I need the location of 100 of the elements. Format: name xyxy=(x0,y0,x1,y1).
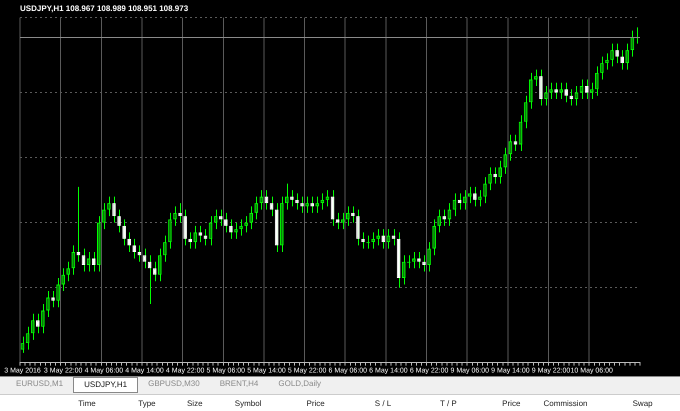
candlestick xyxy=(158,248,162,282)
candlestick xyxy=(249,206,254,230)
candlestick xyxy=(36,313,40,334)
candlestick xyxy=(422,254,426,272)
candlestick xyxy=(61,268,65,292)
candlestick xyxy=(448,202,452,226)
candlestick xyxy=(300,196,304,214)
candlestick xyxy=(570,88,574,106)
text: BRENT,H4 xyxy=(218,378,260,390)
candlestick xyxy=(386,228,390,250)
candlestick xyxy=(208,216,212,246)
candlestick xyxy=(620,50,624,70)
candlestick xyxy=(382,228,386,250)
candlestick xyxy=(462,190,466,210)
candlestick xyxy=(41,304,45,334)
candlestick xyxy=(473,186,477,207)
candlestick xyxy=(518,114,522,152)
candlestick xyxy=(254,196,258,220)
candlestick xyxy=(452,192,456,217)
candlestick xyxy=(610,43,614,67)
candlestick xyxy=(524,95,528,129)
candlestick xyxy=(554,82,558,100)
candlestick xyxy=(483,176,487,204)
text: EURUSD,M1 xyxy=(15,378,64,390)
candlestick xyxy=(590,82,594,100)
text: Swap xyxy=(632,399,653,408)
text: GBPUSD,M30 xyxy=(147,378,201,390)
candlestick xyxy=(310,196,314,214)
candlestick xyxy=(183,209,187,246)
candlestick xyxy=(544,85,548,106)
candlestick xyxy=(82,248,86,272)
candlestick xyxy=(214,209,218,230)
candlestick xyxy=(330,190,334,226)
candlestick xyxy=(122,218,126,246)
candlestick xyxy=(270,196,274,217)
candlestick xyxy=(615,43,619,64)
candlestick xyxy=(442,209,446,226)
candlestick xyxy=(559,82,564,100)
candlestick xyxy=(432,218,436,256)
candlestick xyxy=(20,336,24,354)
candlestick xyxy=(260,190,264,210)
candlestick xyxy=(392,228,396,246)
candlestick xyxy=(224,212,228,233)
text: USDJPY,H1 xyxy=(73,377,138,393)
candlestick xyxy=(26,326,30,350)
text: Time xyxy=(78,399,96,408)
candlestick xyxy=(290,190,294,207)
candlestick xyxy=(163,235,167,262)
text: Type xyxy=(138,399,156,408)
candlestick xyxy=(218,209,223,226)
text: T / P xyxy=(440,399,457,408)
text: S / L xyxy=(374,399,392,408)
candlestick xyxy=(51,290,55,308)
candlestick xyxy=(148,254,152,305)
candlestick xyxy=(127,232,132,252)
candlestick xyxy=(107,196,111,217)
candlestick xyxy=(102,202,106,230)
candlestick xyxy=(427,242,431,272)
candlestick xyxy=(326,190,330,207)
candlestick xyxy=(56,277,60,308)
candlestick xyxy=(580,78,584,100)
candlestick xyxy=(72,244,76,276)
candlestick xyxy=(168,212,172,250)
candlestick xyxy=(528,72,533,110)
candlestick xyxy=(316,196,320,214)
text: Commission xyxy=(543,399,588,408)
candlestick xyxy=(346,206,350,226)
candlestick xyxy=(142,248,146,269)
candlestick xyxy=(117,209,121,233)
candlestick xyxy=(584,78,588,100)
candlestick xyxy=(30,313,34,340)
candlestick xyxy=(66,261,70,282)
candlestick xyxy=(564,82,568,103)
candlestick xyxy=(488,166,492,191)
candlestick xyxy=(376,228,380,246)
candlestick xyxy=(630,30,634,58)
candlestick xyxy=(600,56,604,80)
candlestick xyxy=(402,254,406,285)
chart-title: USDJPY,H1 108.967 108.989 108.951 108.973 xyxy=(20,4,189,14)
candlestick xyxy=(437,209,442,233)
candlestick xyxy=(498,160,502,184)
candlestick xyxy=(204,228,208,246)
candlestick xyxy=(356,209,360,246)
candlestick xyxy=(244,216,248,233)
candlestick xyxy=(132,238,136,259)
candlestick xyxy=(305,196,309,214)
candlestick xyxy=(539,69,543,106)
candlestick xyxy=(46,290,50,318)
candlestick xyxy=(478,190,482,207)
candlestick xyxy=(264,190,268,210)
candlestick xyxy=(504,147,508,174)
text: GOLD,Daily xyxy=(277,378,322,390)
candlestick xyxy=(173,206,177,226)
candlestick xyxy=(152,261,156,282)
text: Size xyxy=(186,399,203,408)
candlestick xyxy=(112,196,116,224)
candlestick xyxy=(194,225,198,250)
candlestick xyxy=(234,222,238,240)
candlestick xyxy=(508,134,512,162)
text: Symbol xyxy=(234,399,262,408)
